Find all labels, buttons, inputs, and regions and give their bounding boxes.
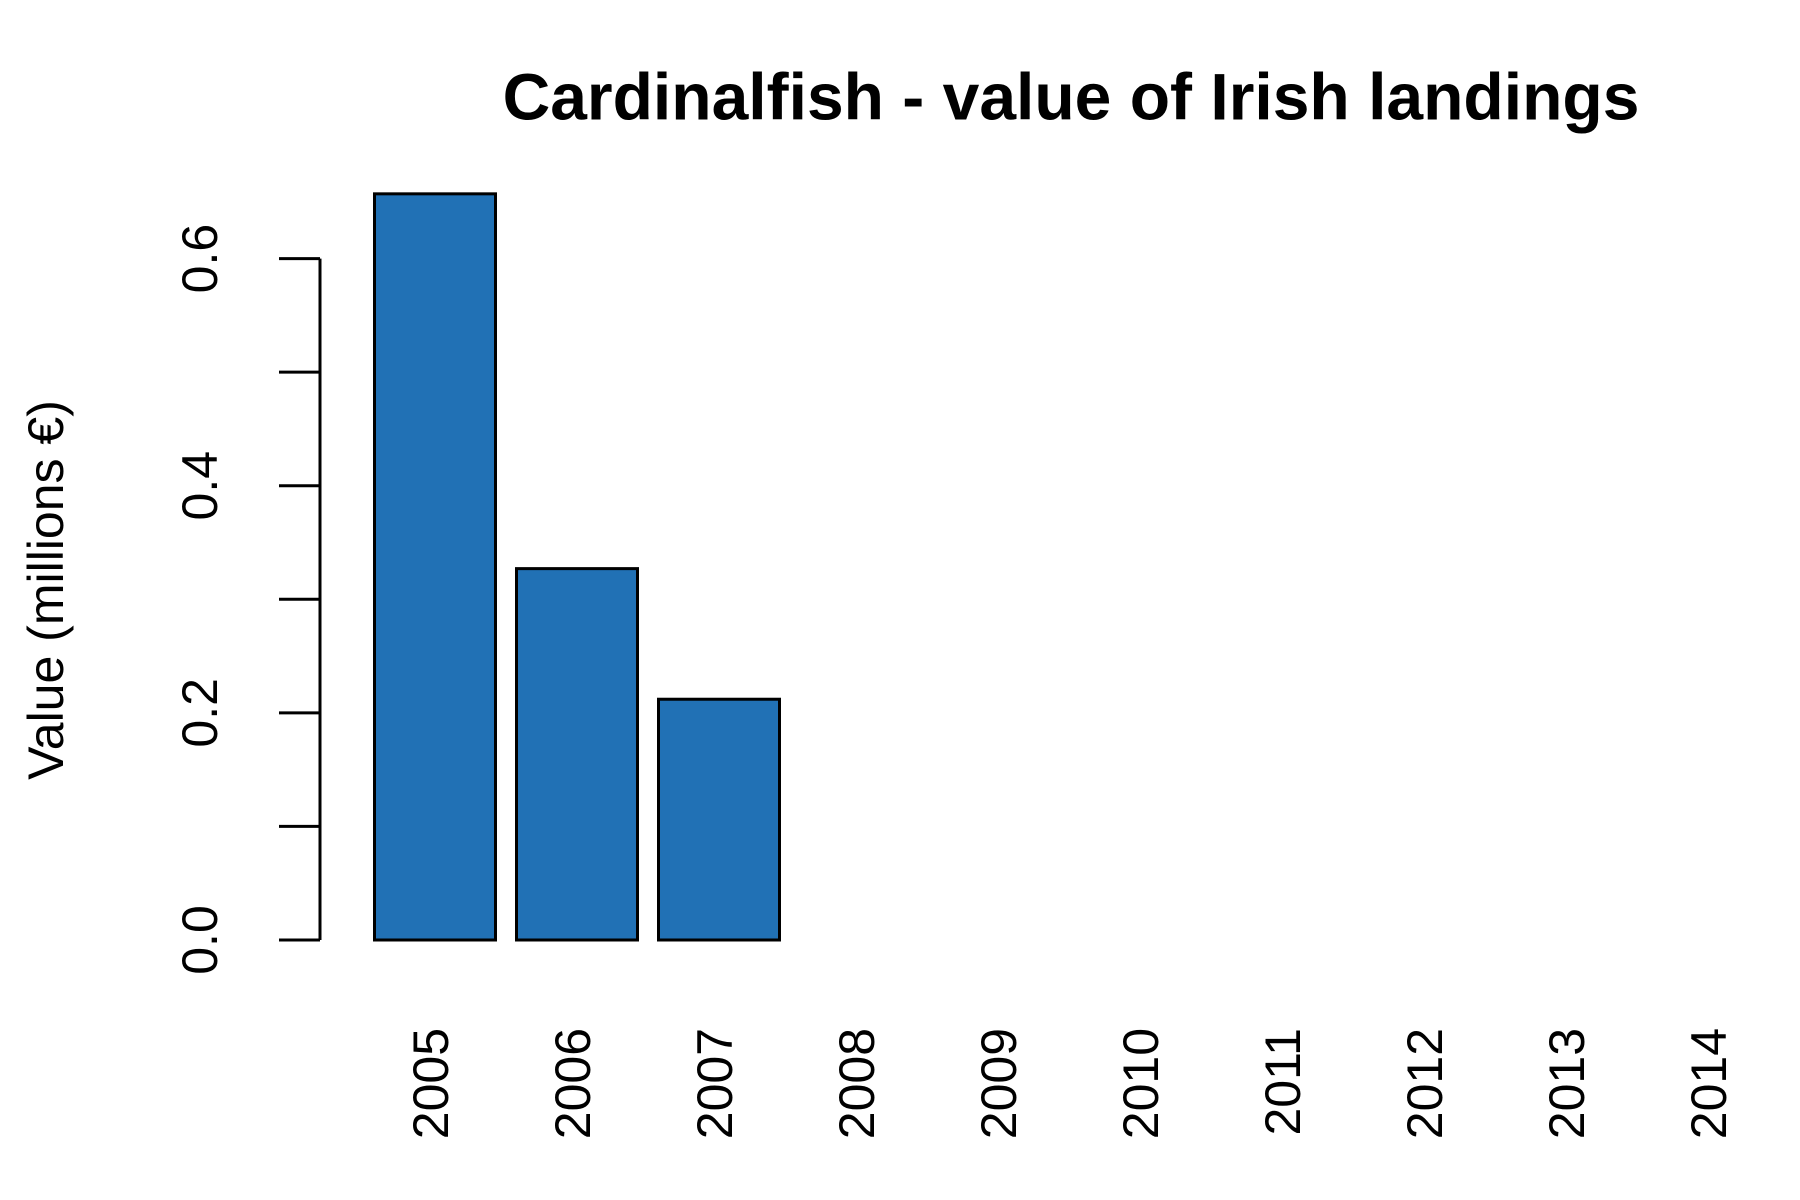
x-tick-label: 2011 [1255, 1028, 1311, 1136]
x-tick-label: 2013 [1539, 1028, 1595, 1139]
x-tick-label: 2005 [403, 1028, 459, 1139]
x-tick-label: 2010 [1113, 1028, 1169, 1139]
y-tick-label: 0.4 [172, 451, 228, 521]
y-axis-label: Value (millions €) [18, 400, 74, 780]
x-tick-label: 2007 [687, 1028, 743, 1139]
bar [515, 567, 639, 942]
x-tick-label: 2006 [545, 1028, 601, 1139]
y-tick-label: 0.6 [172, 224, 228, 294]
y-tick-label: 0.0 [172, 905, 228, 975]
chart-title: Cardinalfish - value of Irish landings [503, 59, 1640, 133]
x-tick-label: 2009 [971, 1028, 1027, 1139]
bar [373, 192, 497, 942]
x-tick-label: 2014 [1681, 1028, 1737, 1139]
x-tick-label: 2008 [829, 1028, 885, 1139]
x-tick-label: 2012 [1397, 1028, 1453, 1139]
bar [657, 697, 781, 942]
y-tick-label: 0.2 [172, 678, 228, 748]
